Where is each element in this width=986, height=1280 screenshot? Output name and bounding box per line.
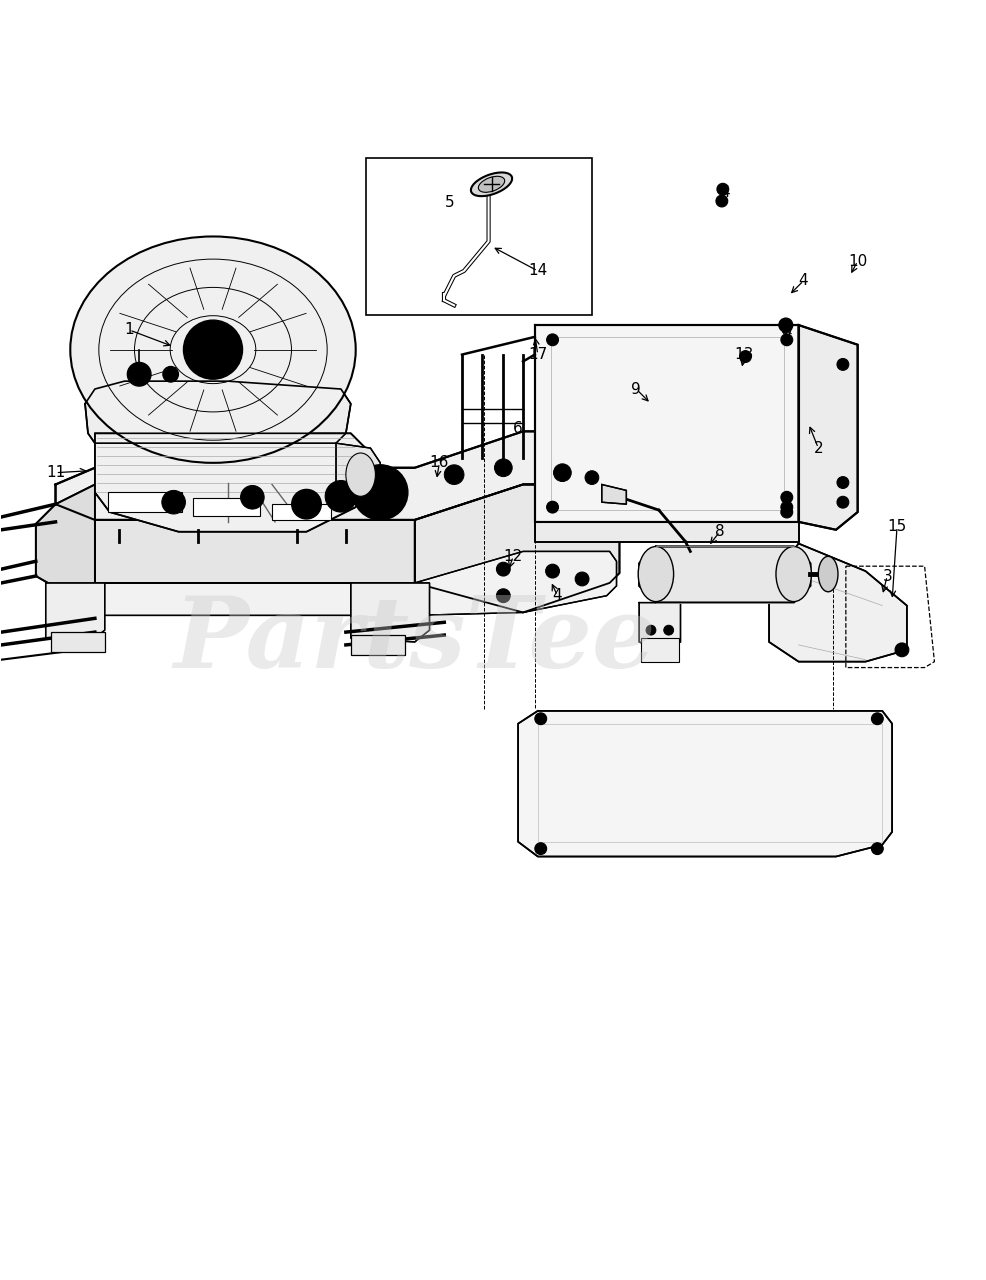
Polygon shape	[639, 547, 810, 603]
Circle shape	[585, 471, 599, 485]
Circle shape	[780, 506, 792, 518]
Circle shape	[163, 366, 178, 383]
Polygon shape	[601, 485, 626, 504]
Circle shape	[546, 502, 558, 513]
Polygon shape	[639, 603, 679, 650]
Circle shape	[894, 643, 908, 657]
Circle shape	[496, 562, 510, 576]
Text: 12: 12	[503, 549, 523, 564]
Circle shape	[780, 492, 792, 503]
Circle shape	[836, 476, 848, 489]
Circle shape	[162, 490, 185, 515]
Bar	[350, 635, 404, 655]
Circle shape	[780, 334, 792, 346]
Circle shape	[324, 480, 356, 512]
Circle shape	[871, 713, 882, 724]
Ellipse shape	[775, 547, 810, 602]
Bar	[272, 504, 330, 520]
Circle shape	[546, 334, 558, 346]
Circle shape	[871, 842, 882, 855]
Circle shape	[494, 460, 512, 476]
Circle shape	[836, 497, 848, 508]
Ellipse shape	[470, 173, 512, 196]
Text: 8: 8	[714, 525, 724, 539]
Bar	[107, 493, 181, 512]
Circle shape	[836, 358, 848, 370]
Circle shape	[496, 589, 510, 603]
Circle shape	[183, 320, 243, 379]
Polygon shape	[45, 582, 105, 643]
Text: 2: 2	[812, 440, 822, 456]
Circle shape	[127, 362, 151, 387]
Text: PartsTee: PartsTee	[174, 591, 656, 689]
Circle shape	[545, 564, 559, 579]
Circle shape	[292, 489, 320, 518]
Ellipse shape	[345, 453, 375, 497]
Text: 10: 10	[847, 253, 867, 269]
Text: 17: 17	[528, 347, 547, 362]
Circle shape	[715, 195, 727, 207]
Text: 3: 3	[881, 568, 891, 584]
Circle shape	[739, 351, 750, 362]
Text: 16: 16	[429, 456, 449, 470]
Circle shape	[780, 502, 792, 513]
Circle shape	[646, 625, 656, 635]
Text: 4: 4	[719, 184, 729, 200]
Circle shape	[352, 465, 407, 520]
Bar	[641, 637, 677, 662]
Polygon shape	[35, 485, 95, 595]
Polygon shape	[350, 582, 429, 643]
Polygon shape	[55, 431, 619, 520]
Bar	[193, 498, 260, 516]
Ellipse shape	[638, 547, 672, 602]
Bar	[50, 632, 105, 652]
Text: 9: 9	[631, 381, 641, 397]
Polygon shape	[768, 544, 906, 662]
Circle shape	[534, 713, 546, 724]
Text: 6: 6	[513, 421, 523, 436]
Circle shape	[444, 465, 463, 485]
Polygon shape	[534, 325, 798, 522]
Polygon shape	[85, 381, 350, 443]
Circle shape	[534, 842, 546, 855]
Text: 4: 4	[778, 504, 788, 520]
Polygon shape	[798, 325, 857, 530]
Ellipse shape	[70, 237, 355, 463]
Circle shape	[575, 572, 589, 586]
Text: 11: 11	[46, 465, 65, 480]
Polygon shape	[95, 552, 616, 616]
Circle shape	[198, 335, 228, 365]
Circle shape	[553, 463, 571, 481]
Text: 14: 14	[528, 264, 547, 279]
Circle shape	[664, 625, 672, 635]
Circle shape	[778, 319, 792, 332]
Polygon shape	[534, 522, 798, 541]
Polygon shape	[335, 443, 380, 507]
Ellipse shape	[817, 557, 837, 591]
Bar	[365, 157, 592, 315]
Text: 7: 7	[783, 328, 793, 342]
Text: 4: 4	[552, 589, 562, 603]
Text: 13: 13	[734, 347, 753, 362]
Polygon shape	[95, 434, 365, 531]
Polygon shape	[414, 485, 619, 612]
Text: 1: 1	[124, 323, 134, 338]
Ellipse shape	[478, 177, 504, 192]
Polygon shape	[518, 710, 891, 856]
Text: 15: 15	[886, 520, 906, 534]
Text: 4: 4	[798, 273, 808, 288]
Circle shape	[716, 183, 728, 195]
Text: 5: 5	[444, 195, 454, 210]
Circle shape	[241, 485, 264, 509]
Polygon shape	[95, 520, 414, 582]
